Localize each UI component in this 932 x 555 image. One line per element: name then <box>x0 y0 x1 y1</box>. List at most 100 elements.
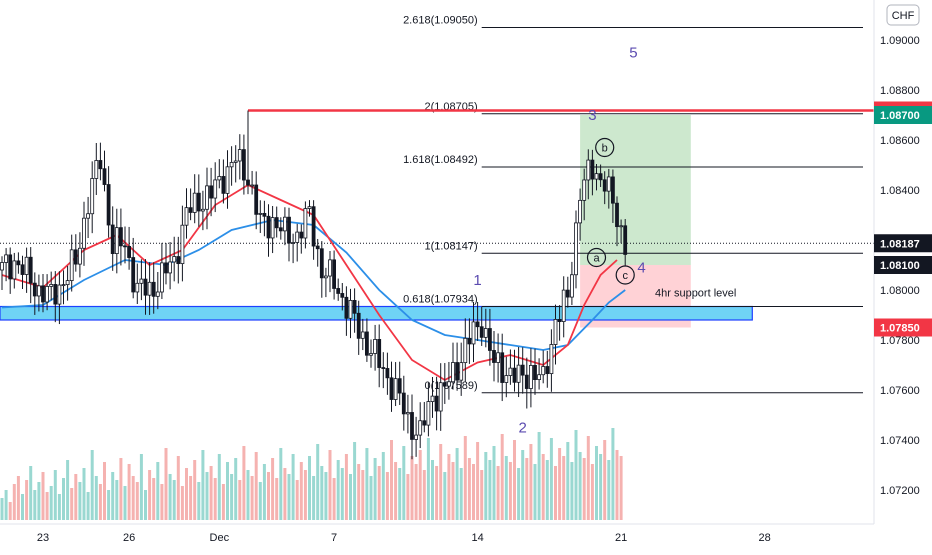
time-tick-label: 28 <box>758 532 770 544</box>
volume-bar <box>139 454 143 520</box>
candle-body <box>233 160 238 163</box>
candle-body <box>209 185 214 199</box>
currency-chip-box[interactable] <box>886 4 920 26</box>
volume-bar <box>373 458 377 520</box>
candle-body <box>475 321 480 328</box>
wave-circle-label: b <box>602 143 608 155</box>
volume-bar <box>16 476 20 520</box>
volume-bar <box>316 444 320 520</box>
candle-body <box>582 179 587 201</box>
volume-bar <box>238 480 242 520</box>
volume-bar <box>328 450 332 520</box>
candle-body <box>315 245 320 250</box>
candle-body <box>192 192 197 213</box>
candle-body <box>422 420 427 426</box>
candle-body <box>356 312 361 339</box>
candle-body <box>20 264 25 275</box>
candle-body <box>598 173 603 181</box>
candle-body <box>405 412 410 415</box>
currency-chip[interactable]: CHF <box>886 4 920 26</box>
candle-body <box>143 278 148 296</box>
candle-body <box>287 216 291 244</box>
candle-body <box>524 374 529 389</box>
fast-moving-average <box>1 183 618 382</box>
volume-bar <box>70 488 74 520</box>
candle-body <box>336 288 341 294</box>
candle-body <box>299 231 304 239</box>
time-axis-panel[interactable] <box>0 524 874 550</box>
long-position-profit-zone <box>580 115 691 265</box>
candle-body <box>442 382 447 387</box>
candle-body <box>344 296 349 319</box>
volume-bar <box>406 474 410 520</box>
candle-body <box>590 159 595 180</box>
volume-bar <box>447 454 451 520</box>
candle-body <box>565 289 570 298</box>
price-tick-label: 1.08800 <box>880 85 920 97</box>
candle-body <box>381 367 386 369</box>
volume-bar <box>230 474 234 520</box>
volume-bar <box>279 448 283 520</box>
volume-bar <box>582 458 586 520</box>
candle-body <box>282 216 287 232</box>
fib-level-label: 1(1.08147) <box>424 240 477 252</box>
candle-body <box>196 192 201 212</box>
candle-body <box>114 227 119 255</box>
volume-bar <box>603 440 607 520</box>
volume-bar <box>107 490 111 520</box>
candle-body <box>401 392 406 415</box>
candle-body <box>131 257 136 293</box>
volume-bar <box>262 464 266 520</box>
volume-bar <box>271 458 275 520</box>
candle-body <box>225 166 230 194</box>
candle-body <box>229 162 234 168</box>
price-badge-label: 1.08100 <box>880 260 920 272</box>
candle-body <box>270 217 275 239</box>
candle-body <box>328 259 332 277</box>
candle-body <box>184 207 189 226</box>
volume-bar <box>131 476 135 520</box>
candle-body <box>246 179 250 186</box>
candle-body <box>291 242 296 244</box>
support-label: 4hr support level <box>655 288 736 300</box>
candle-body <box>430 395 435 402</box>
volume-bar <box>185 468 188 520</box>
volume-bar <box>418 450 422 520</box>
candle-body <box>393 378 398 400</box>
candle-body <box>37 285 41 297</box>
volume-bar <box>4 490 8 520</box>
volume-bar <box>435 466 439 520</box>
volume-bar <box>295 480 299 520</box>
volume-bar <box>209 466 213 520</box>
wave-label: 5 <box>629 45 637 62</box>
candle-body <box>451 362 455 383</box>
candle-body <box>389 377 394 400</box>
volume-bar <box>590 464 594 520</box>
volume-bar <box>303 470 307 520</box>
volume-bar <box>521 450 525 520</box>
price-badge-label: 1.08187 <box>880 238 920 250</box>
volume-bar <box>221 484 225 520</box>
volume-bar <box>144 490 147 520</box>
candle-body <box>529 365 533 389</box>
volume-bar <box>459 468 463 520</box>
volume-bar <box>115 480 119 520</box>
volume-bar <box>349 474 352 520</box>
volume-bar <box>394 462 398 520</box>
time-tick-label: 7 <box>331 532 337 544</box>
candle-body <box>570 274 574 298</box>
candle-body <box>164 262 168 274</box>
volume-bar <box>541 454 545 520</box>
candle-body <box>151 281 156 297</box>
price-badge <box>874 256 932 274</box>
volume-bar <box>8 502 12 520</box>
volume-bar <box>98 484 102 520</box>
time-tick-label: 23 <box>37 532 49 544</box>
candle-body <box>586 159 591 181</box>
volume-bar <box>320 466 324 520</box>
volume-bar <box>369 476 373 520</box>
volume-bar <box>213 478 217 520</box>
candle-body <box>86 213 90 219</box>
